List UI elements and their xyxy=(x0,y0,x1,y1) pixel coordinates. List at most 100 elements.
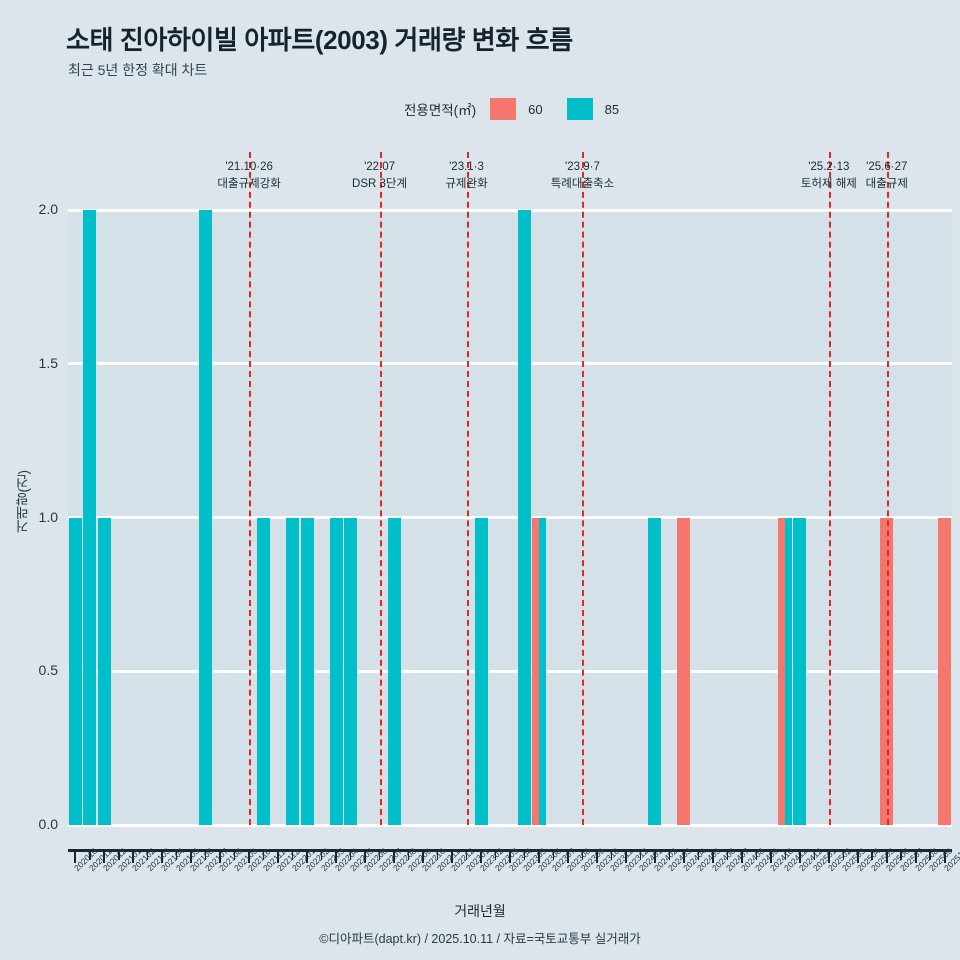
bar-60-202404[interactable] xyxy=(677,517,691,825)
x-tick xyxy=(306,849,309,863)
x-tick xyxy=(132,849,135,863)
gridline xyxy=(68,823,952,827)
page-title: 소태 진아하이빌 아파트(2003) 거래량 변화 흐름 xyxy=(66,25,573,55)
x-tick xyxy=(378,849,381,860)
x-tick xyxy=(465,849,468,860)
x-tick xyxy=(509,849,512,863)
y-tick-label: 1.0 xyxy=(38,508,58,525)
event-line xyxy=(886,152,889,825)
bar-85-202306[interactable] xyxy=(538,517,546,825)
plot-area xyxy=(68,208,952,827)
page-subtitle: 최근 5년 한정 확대 차트 xyxy=(68,62,208,78)
legend-swatch-85[interactable] xyxy=(566,98,593,120)
x-tick xyxy=(552,849,555,860)
x-tick xyxy=(88,849,91,860)
x-tick xyxy=(204,849,207,860)
event-date: '23.9·7 xyxy=(565,161,600,173)
event-line xyxy=(828,152,831,825)
x-tick xyxy=(683,849,686,863)
event-line xyxy=(249,152,252,825)
legend-title: 전용면적(㎡) xyxy=(404,103,477,118)
gridline xyxy=(68,669,952,673)
event-date: '25.2·13 xyxy=(808,161,850,173)
bar-85-202204[interactable] xyxy=(329,517,343,825)
legend-label-60: 60 xyxy=(528,101,543,117)
bar-60-202510[interactable] xyxy=(938,517,952,825)
x-tick xyxy=(146,849,149,860)
x-tick xyxy=(277,849,280,863)
x-axis-title: 거래년월 xyxy=(454,903,506,919)
x-tick xyxy=(494,849,497,860)
event-annotation: '25.6·27 대출규제 xyxy=(866,160,908,193)
bar-85-202111[interactable] xyxy=(257,517,271,825)
x-tick xyxy=(190,849,193,863)
x-tick xyxy=(436,849,439,860)
x-tick xyxy=(262,849,265,860)
bar-85-202402[interactable] xyxy=(648,517,662,825)
y-tick-label: 0.5 xyxy=(38,662,58,679)
x-tick xyxy=(103,849,106,863)
bar-85-202201[interactable] xyxy=(286,517,300,825)
x-tick xyxy=(117,849,120,860)
event-line xyxy=(379,152,382,825)
bar-85-202412[interactable] xyxy=(793,517,807,825)
legend-label-85: 85 xyxy=(604,101,620,117)
chart-footer: ©디아파트(dapt.kr) / 2025.10.11 / 자료=국토교통부 실… xyxy=(319,932,641,946)
bar-85-202107[interactable] xyxy=(199,210,213,825)
bar-60-202306[interactable] xyxy=(531,517,539,825)
x-tick xyxy=(828,849,831,863)
x-tick xyxy=(538,849,541,863)
legend-swatch-60[interactable] xyxy=(490,98,517,120)
x-tick xyxy=(770,849,773,863)
event-date: '23.1·3 xyxy=(449,161,484,173)
x-tick xyxy=(755,849,758,860)
x-tick xyxy=(741,849,744,863)
x-tick xyxy=(451,849,454,863)
x-tick xyxy=(784,849,787,860)
bar-85-202411[interactable] xyxy=(785,517,793,825)
x-tick xyxy=(668,849,671,860)
bar-85-202205[interactable] xyxy=(344,517,358,825)
x-tick xyxy=(175,849,178,860)
event-annotation: '21.10·26 대출규제강화 xyxy=(217,160,280,193)
event-text: 대출규제 xyxy=(865,178,908,190)
x-tick xyxy=(639,849,642,860)
event-text: 대출규제강화 xyxy=(217,178,281,190)
x-tick xyxy=(929,849,932,860)
y-tick-label: 2.0 xyxy=(38,201,58,217)
x-tick xyxy=(291,849,294,860)
bar-85-202010[interactable] xyxy=(68,517,82,825)
bar-85-202208[interactable] xyxy=(387,517,401,825)
x-tick xyxy=(74,849,77,863)
bar-85-202012[interactable] xyxy=(97,517,111,825)
x-tick xyxy=(914,849,917,863)
event-annotation: '25.2·13 토허제 해제 xyxy=(801,160,857,193)
bar-85-202202[interactable] xyxy=(300,517,314,825)
x-tick xyxy=(813,849,816,860)
event-date: '22.07 xyxy=(364,161,396,173)
x-tick xyxy=(610,849,613,860)
x-tick xyxy=(407,849,410,860)
bar-85-202302[interactable] xyxy=(474,517,488,825)
bar-60-202411[interactable] xyxy=(778,517,786,825)
chart-legend: 전용면적(㎡) 60 85 xyxy=(404,98,619,120)
x-tick xyxy=(857,849,859,863)
bar-85-202305[interactable] xyxy=(517,210,531,825)
y-tick-label: 0.0 xyxy=(38,816,58,832)
x-tick xyxy=(900,849,903,860)
x-tick xyxy=(726,849,729,860)
x-tick xyxy=(422,849,425,863)
event-date: '25.6·27 xyxy=(866,161,908,173)
bar-85-202011[interactable] xyxy=(83,210,97,825)
x-tick xyxy=(320,849,323,860)
x-tick xyxy=(233,849,236,860)
event-text: 토허제 해제 xyxy=(800,178,857,190)
x-tick xyxy=(567,849,570,863)
x-tick xyxy=(161,849,164,863)
event-annotation: '23.1·3 규제완화 xyxy=(445,160,487,193)
event-annotation: '23.9·7 특례대출축소 xyxy=(551,160,614,193)
gridline xyxy=(68,516,952,519)
x-tick xyxy=(712,849,715,863)
event-text: DSR 3단계 xyxy=(352,178,408,190)
